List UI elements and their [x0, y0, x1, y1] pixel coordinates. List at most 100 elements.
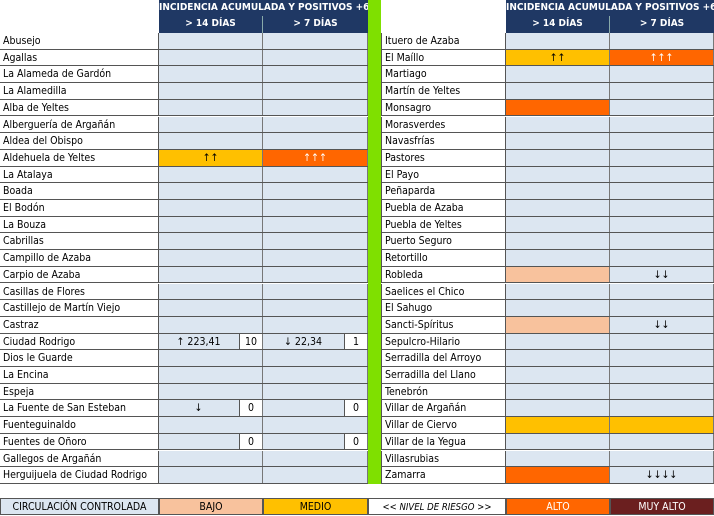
cell-14-days: [506, 149, 610, 166]
cell-7-days: [263, 350, 368, 366]
cell-7-days: [263, 49, 368, 66]
cell-14-days: [506, 467, 610, 483]
positive-count: 0: [344, 433, 367, 450]
table-row: Martín de Yeltes: [381, 83, 714, 100]
table-row: Puebla de Azaba: [381, 200, 714, 217]
municipality-name: Alberguería de Argañán: [0, 116, 159, 133]
table-row: Agallas: [0, 49, 368, 67]
cell-7-days: [610, 367, 714, 383]
table-row: La Atalaya: [0, 166, 368, 184]
table-row: Retortillo: [381, 250, 714, 267]
cell-14-days: ↑ 223,41 10: [159, 333, 263, 350]
cell-14-days: [159, 49, 263, 66]
cell-7-days: ↑↑↑: [263, 149, 368, 166]
table-row: Morasverdes: [381, 116, 714, 134]
table-row: Martiago: [381, 66, 714, 84]
cell-7-days: [610, 350, 714, 366]
table-row: La Fuente de San Esteban ↓ 0 0: [0, 400, 368, 418]
municipality-name: Gallegos de Argañán: [0, 450, 159, 467]
cell-14-days: [159, 216, 263, 233]
cell-value: ↑↑↑: [649, 51, 674, 64]
table-row: El Maíllo ↑↑ ↑↑↑: [381, 49, 714, 67]
table-row: Saelices el Chico: [381, 283, 714, 301]
table-row: Sancti-Spíritus ↓↓: [381, 316, 714, 334]
cell-14-days: [506, 283, 610, 300]
cell-7-days: [610, 183, 714, 199]
table-row: El Bodón: [0, 200, 368, 217]
table-row: Robleda ↓↓: [381, 266, 714, 284]
table-row: La Alamedilla: [0, 83, 368, 100]
municipality-name: Morasverdes: [381, 116, 506, 133]
municipality-name: Alba de Yeltes: [0, 99, 159, 116]
table-row: Boada: [0, 183, 368, 200]
cell-7-days: [610, 233, 714, 250]
table-row: Carpio de Azaba: [0, 266, 368, 284]
positive-count: 0: [239, 400, 262, 417]
municipality-name: Peñaparda: [381, 183, 506, 199]
table-row: Fuentes de Oñoro 0 0: [0, 433, 368, 451]
municipality-name: Dios le Guarde: [0, 350, 159, 366]
table-row: Fuenteguinaldo: [0, 417, 368, 434]
municipality-name: Villar de la Yegua: [381, 433, 506, 450]
cell-7-days: [263, 283, 368, 300]
cell-14-days: [506, 183, 610, 199]
cell-7-days: [263, 367, 368, 383]
legend-controlled: CIRCULACIÓN CONTROLADA: [0, 498, 159, 515]
cell-14-days: [506, 400, 610, 417]
table-row: Villar de Argañán: [381, 400, 714, 418]
cell-value: ↓ 22,34: [284, 335, 322, 348]
column-divider: [368, 0, 381, 484]
municipality-name: La Fuente de San Esteban: [0, 400, 159, 417]
cell-value: ↓↓: [653, 268, 670, 281]
table-row: La Encina: [0, 367, 368, 384]
cell-7-days: [263, 250, 368, 266]
cell-7-days: [610, 400, 714, 417]
table-row: Sepulcro-Hilario: [381, 333, 714, 351]
municipality-name: Ituero de Azaba: [381, 33, 506, 49]
cell-14-days: [506, 367, 610, 383]
cell-14-days: [506, 350, 610, 366]
table-row: Puerto Seguro: [381, 233, 714, 251]
table-row: Pastores: [381, 149, 714, 167]
cell-7-days: [610, 33, 714, 49]
cell-14-days: [506, 250, 610, 266]
cell-14-days: [506, 200, 610, 216]
municipality-name: Ciudad Rodrigo: [0, 333, 159, 350]
cell-14-days: [159, 450, 263, 467]
header-7-days-left: > 7 DÍAS: [263, 16, 368, 33]
cell-14-days: [159, 116, 263, 133]
table-row: Aldea del Obispo: [0, 133, 368, 150]
table-row: Puebla de Yeltes: [381, 216, 714, 234]
cell-7-days: [610, 450, 714, 467]
municipality-name: Cabrillas: [0, 233, 159, 250]
cell-14-days: [506, 383, 610, 400]
municipality-name: Monsagro: [381, 99, 506, 116]
municipality-name: Aldea del Obispo: [0, 133, 159, 149]
table-row: La Alameda de Gardón: [0, 66, 368, 84]
cell-7-days: [263, 99, 368, 116]
table-row: Ciudad Rodrigo ↑ 223,41 10 ↓ 22,34 1: [0, 333, 368, 351]
table-row: Monsagro: [381, 99, 714, 117]
cell-7-days: [263, 83, 368, 99]
cell-7-days: [610, 99, 714, 116]
table-row: Espeja: [0, 383, 368, 401]
municipality-name: La Bouza: [0, 216, 159, 233]
table-row: Alberguería de Argañán: [0, 116, 368, 134]
cell-14-days: ↑↑: [159, 149, 263, 166]
municipality-name: Robleda: [381, 266, 506, 283]
cell-7-days: [610, 383, 714, 400]
cell-14-days: [159, 383, 263, 400]
municipality-name: Casillas de Flores: [0, 283, 159, 300]
legend-alto: ALTO: [506, 498, 610, 515]
cell-7-days: 0: [263, 433, 368, 450]
header-7-days-right: > 7 DÍAS: [610, 16, 714, 33]
cell-7-days: [263, 66, 368, 83]
cell-7-days: [263, 300, 368, 316]
municipality-name: Castraz: [0, 316, 159, 333]
municipality-name: Navasfrías: [381, 133, 506, 149]
cell-7-days: [610, 200, 714, 216]
cell-14-days: ↑↑: [506, 49, 610, 66]
cell-14-days: [506, 133, 610, 149]
cell-14-days: [506, 450, 610, 467]
cell-7-days: ↑↑↑: [610, 49, 714, 66]
